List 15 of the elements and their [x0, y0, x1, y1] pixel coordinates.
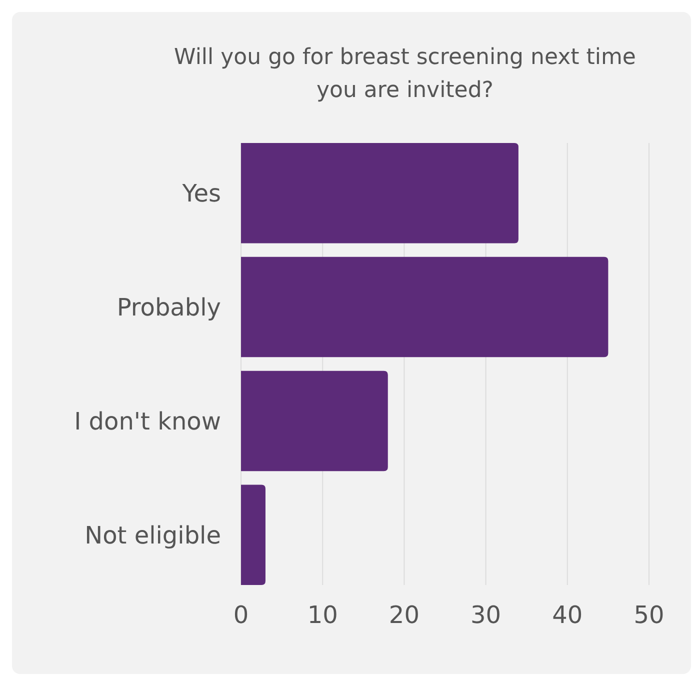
- bar: [241, 484, 266, 585]
- bar: [241, 370, 388, 472]
- bar: [241, 256, 608, 358]
- x-tick-label: 40: [552, 601, 583, 629]
- x-tick-label: 20: [388, 601, 420, 629]
- x-tick-label: 50: [634, 601, 664, 629]
- bar: [241, 143, 518, 244]
- x-tick-label: 30: [470, 601, 502, 629]
- y-tick-label: Probably: [116, 293, 221, 322]
- y-tick-label: Not eligible: [84, 521, 221, 550]
- chart-title: Will you go for breast screening next time you are invited?: [174, 45, 636, 103]
- y-tick-label: Yes: [181, 180, 221, 208]
- y-tick-label: I don't know: [74, 407, 221, 436]
- x-tick-label: 0: [233, 601, 249, 629]
- x-tick-label: 10: [307, 601, 338, 629]
